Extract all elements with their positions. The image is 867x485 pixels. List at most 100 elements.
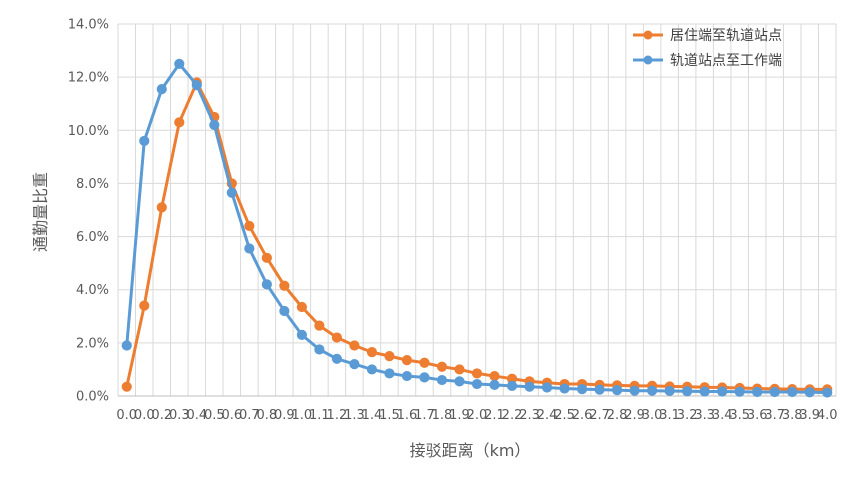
x-tick-label: 3.2 <box>677 408 698 423</box>
data-point <box>436 361 448 372</box>
y-tick-label: 4.0% <box>76 283 109 298</box>
data-point <box>121 340 132 351</box>
x-tick-label: 1.0 <box>292 408 313 423</box>
y-axis-title: 通勤量比重 <box>31 172 50 252</box>
x-tick-label: 0.8 <box>257 408 278 423</box>
data-point <box>384 368 395 379</box>
data-point <box>209 119 220 131</box>
data-point <box>471 368 483 379</box>
data-point <box>139 300 150 311</box>
data-point <box>699 386 710 397</box>
data-point <box>804 387 815 398</box>
data-point <box>349 340 360 351</box>
data-point <box>541 382 553 393</box>
x-tick-label: 2.9 <box>624 408 645 423</box>
y-tick-label: 10.0% <box>68 124 109 139</box>
x-tick-label: 0.9 <box>274 408 295 423</box>
gridlines <box>117 23 837 396</box>
data-point <box>436 374 448 386</box>
data-point <box>559 383 570 394</box>
data-point <box>191 80 202 91</box>
x-tick-label: 2.2 <box>502 408 523 423</box>
data-point <box>454 376 465 387</box>
data-point <box>524 381 535 392</box>
x-tick-label: 0.2 <box>151 408 172 423</box>
data-point <box>401 370 413 382</box>
y-axis-ticks: 0.0% 2.0% 4.0% 6.0% 8.0% 10.0% 12.0% 14.0% <box>68 18 109 405</box>
data-point <box>489 370 500 382</box>
y-tick-label: 6.0% <box>76 230 109 245</box>
x-tick-label: 3.9 <box>799 408 820 423</box>
x-tick-label: 0.7 <box>239 408 260 423</box>
x-tick-label: 2.4 <box>537 408 558 423</box>
legend: 居住端至轨道站点 轨道站点至工作端 <box>633 28 782 69</box>
x-tick-label: 2.5 <box>554 408 575 423</box>
data-point <box>279 280 290 291</box>
x-tick-label: 2.0 <box>467 408 488 423</box>
data-point <box>611 385 623 396</box>
series-layer <box>121 58 833 398</box>
x-tick-label: 3.3 <box>694 408 715 423</box>
data-point <box>156 202 167 213</box>
data-point <box>139 135 150 147</box>
x-tick-label: 1.7 <box>414 408 435 423</box>
data-point <box>576 383 588 395</box>
y-tick-label: 2.0% <box>76 336 109 351</box>
data-point <box>419 357 430 368</box>
data-point <box>471 378 483 390</box>
x-axis-title: 接驳距离（km） <box>410 441 531 460</box>
data-point <box>752 386 763 398</box>
data-point <box>244 243 255 254</box>
data-point <box>121 381 132 392</box>
x-tick-label: 2.1 <box>484 408 505 423</box>
x-tick-label: 3.4 <box>712 408 733 423</box>
data-point <box>384 351 395 362</box>
x-tick-label: 3.7 <box>764 408 785 423</box>
data-point <box>296 329 307 340</box>
x-tick-label: 0.0 <box>116 408 137 423</box>
x-tick-label: 1.3 <box>344 408 365 423</box>
x-axis-ticks: 0.00.00.20.30.40.50.60.70.80.91.01.11.21… <box>116 408 837 423</box>
x-tick-label: 1.8 <box>432 408 453 423</box>
data-point <box>682 386 693 397</box>
x-tick-label: 1.1 <box>309 408 330 423</box>
data-point <box>226 187 237 198</box>
data-point <box>296 301 307 313</box>
data-point <box>787 386 798 398</box>
data-point <box>419 372 430 383</box>
data-point <box>174 58 185 69</box>
data-point <box>314 344 325 355</box>
data-point <box>174 117 185 128</box>
data-point <box>331 353 343 364</box>
y-tick-label: 8.0% <box>76 177 109 192</box>
data-point <box>454 364 465 375</box>
x-tick-label: 1.9 <box>449 408 470 423</box>
data-point <box>331 332 343 343</box>
x-tick-label: 0.0 <box>134 408 155 423</box>
x-tick-label: 2.8 <box>607 408 628 423</box>
series-1 <box>121 58 833 398</box>
x-tick-label: 1.6 <box>397 408 418 423</box>
data-point <box>279 305 290 317</box>
x-tick-label: 4.0 <box>817 408 838 423</box>
data-point <box>664 385 675 397</box>
x-tick-label: 3.8 <box>782 408 803 423</box>
data-point <box>261 279 272 290</box>
data-point <box>629 385 640 396</box>
y-tick-label: 0.0% <box>76 390 109 405</box>
data-point <box>506 380 518 392</box>
data-point <box>647 385 658 396</box>
x-tick-label: 3.5 <box>729 408 750 423</box>
series-0 <box>121 77 833 395</box>
data-point <box>314 320 325 331</box>
x-tick-label: 1.2 <box>327 408 348 423</box>
data-point <box>734 386 745 397</box>
data-point <box>156 84 167 95</box>
data-point <box>769 386 780 398</box>
data-point <box>366 364 378 375</box>
data-point <box>717 386 728 397</box>
data-point <box>822 387 833 398</box>
x-tick-label: 2.3 <box>519 408 540 423</box>
